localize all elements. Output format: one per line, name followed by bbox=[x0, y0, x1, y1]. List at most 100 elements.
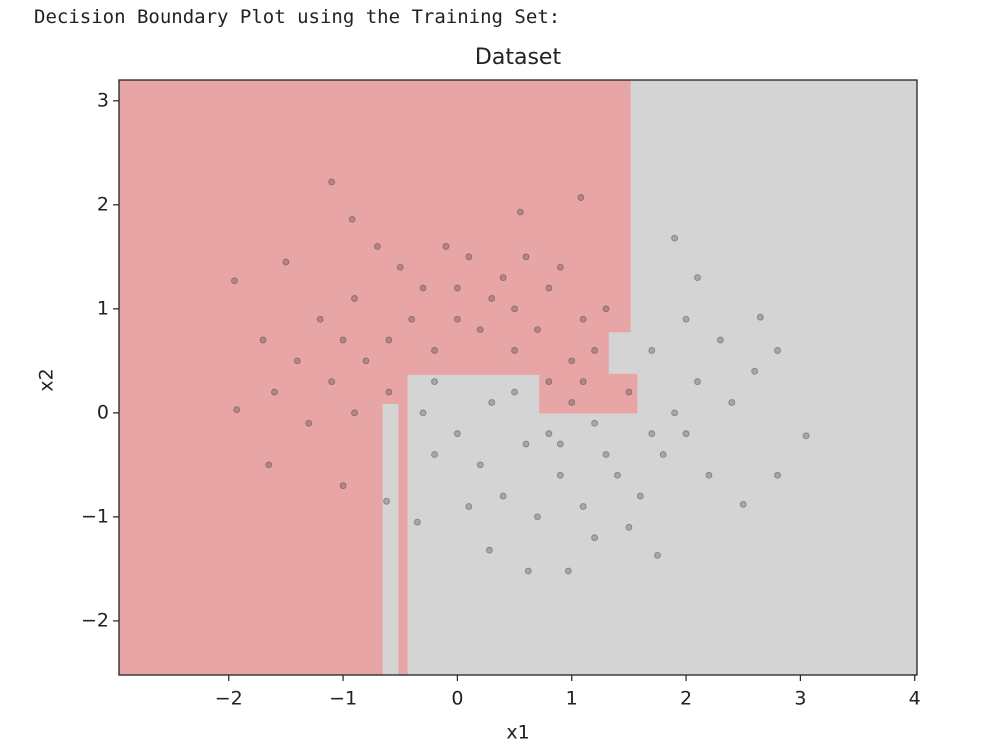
point bbox=[442, 243, 450, 250]
x-tick-label: 1 bbox=[566, 688, 578, 710]
point bbox=[534, 513, 541, 521]
point bbox=[522, 440, 530, 448]
point bbox=[716, 336, 724, 344]
point bbox=[524, 567, 532, 575]
point bbox=[511, 388, 518, 396]
x-tick-label: 2 bbox=[680, 688, 692, 710]
point bbox=[591, 534, 598, 542]
point bbox=[728, 399, 736, 406]
y-tick-label: −1 bbox=[81, 505, 109, 527]
point bbox=[499, 274, 507, 282]
point bbox=[579, 378, 587, 386]
point bbox=[511, 347, 518, 354]
x-tick-label: 0 bbox=[451, 688, 463, 710]
point bbox=[454, 315, 461, 323]
point bbox=[265, 461, 273, 469]
output-text: Decision Boundary Plot using the Trainin… bbox=[34, 6, 561, 28]
point bbox=[556, 471, 564, 479]
y-tick-label: −2 bbox=[81, 609, 109, 631]
x-tick-label: −2 bbox=[215, 688, 243, 710]
point bbox=[259, 336, 267, 344]
point bbox=[602, 305, 610, 313]
point bbox=[499, 492, 507, 500]
point bbox=[488, 295, 496, 302]
point bbox=[316, 315, 324, 323]
point bbox=[328, 378, 336, 386]
point bbox=[556, 263, 564, 271]
point bbox=[231, 277, 238, 285]
point bbox=[671, 234, 679, 242]
x-axis-label: x1 bbox=[506, 722, 529, 744]
point bbox=[577, 194, 585, 201]
point bbox=[373, 243, 381, 250]
point bbox=[774, 471, 781, 479]
point bbox=[545, 284, 553, 292]
point bbox=[564, 567, 572, 575]
x-tick-label: 3 bbox=[794, 688, 806, 710]
point bbox=[648, 347, 656, 354]
y-tick-label: 3 bbox=[97, 89, 109, 111]
point bbox=[351, 409, 358, 417]
point bbox=[579, 503, 587, 510]
y-tick-label: 1 bbox=[97, 297, 109, 319]
y-tick-label: 0 bbox=[97, 401, 109, 423]
point bbox=[534, 326, 541, 334]
point bbox=[339, 336, 347, 344]
y-axis-label: x2 bbox=[36, 368, 58, 391]
point bbox=[636, 492, 644, 500]
point bbox=[385, 388, 393, 396]
point bbox=[591, 347, 598, 354]
point bbox=[271, 388, 278, 396]
point bbox=[591, 419, 598, 427]
point bbox=[282, 258, 290, 266]
point bbox=[602, 451, 610, 458]
point bbox=[454, 430, 461, 438]
point bbox=[522, 253, 530, 261]
point bbox=[339, 482, 347, 490]
point bbox=[305, 419, 313, 427]
point bbox=[682, 430, 690, 438]
plot-frame bbox=[118, 79, 918, 676]
point bbox=[328, 178, 336, 186]
point bbox=[774, 347, 781, 354]
point bbox=[751, 367, 759, 375]
point bbox=[545, 430, 553, 438]
point bbox=[383, 497, 390, 505]
decision-region bbox=[382, 404, 399, 676]
x-tick-label: −1 bbox=[329, 688, 357, 710]
point bbox=[431, 451, 438, 458]
point bbox=[556, 440, 564, 448]
point bbox=[694, 274, 701, 282]
point bbox=[802, 432, 810, 440]
point bbox=[476, 326, 484, 334]
point bbox=[465, 503, 473, 510]
point bbox=[671, 409, 679, 417]
point bbox=[568, 399, 576, 406]
point bbox=[545, 378, 553, 386]
chart-title: Dataset bbox=[475, 45, 562, 70]
x-tick-label: 4 bbox=[909, 688, 921, 710]
point bbox=[385, 336, 393, 344]
point bbox=[654, 551, 661, 559]
point bbox=[408, 315, 416, 323]
point bbox=[486, 546, 493, 554]
y-tick-label: 2 bbox=[97, 193, 109, 215]
point bbox=[659, 451, 667, 458]
point bbox=[511, 305, 518, 313]
point bbox=[648, 430, 656, 438]
point bbox=[348, 215, 356, 223]
point bbox=[396, 263, 404, 271]
point bbox=[568, 357, 576, 365]
point bbox=[351, 295, 358, 302]
point bbox=[682, 315, 690, 323]
point bbox=[419, 409, 427, 417]
point bbox=[614, 471, 621, 479]
point bbox=[625, 388, 633, 396]
point bbox=[694, 378, 701, 386]
point bbox=[465, 253, 473, 261]
point bbox=[488, 399, 496, 406]
point bbox=[739, 501, 747, 508]
point bbox=[476, 461, 484, 469]
